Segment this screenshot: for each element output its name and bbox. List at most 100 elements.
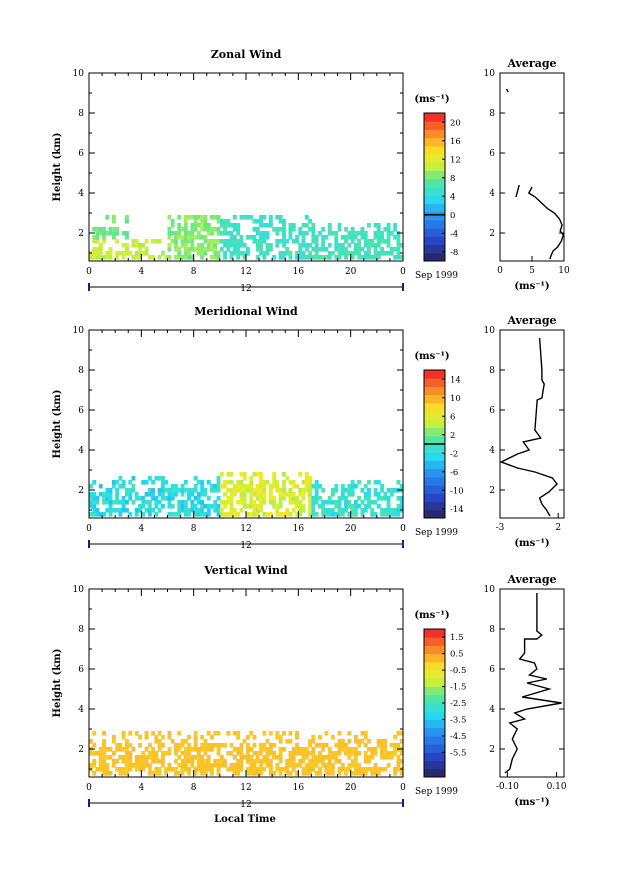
- heat-cell: [180, 239, 185, 244]
- average-x-tick-label: 10: [558, 266, 570, 276]
- heat-cell: [236, 480, 241, 485]
- heat-cell: [255, 227, 260, 232]
- heat-cell: [115, 239, 120, 244]
- heat-cell: [331, 251, 335, 256]
- heat-cell: [125, 231, 129, 236]
- heat-cell: [301, 223, 306, 228]
- heat-cell: [396, 504, 401, 509]
- heat-cell: [147, 512, 152, 517]
- heat-cell: [285, 251, 290, 256]
- heat-cell: [92, 496, 97, 501]
- colorbar-tick-label: 1.5: [450, 633, 464, 643]
- heat-cell: [344, 508, 348, 513]
- heat-cell: [111, 508, 116, 513]
- heat-cell: [282, 235, 286, 240]
- y-tick-label: 2: [78, 745, 84, 755]
- heat-cell: [102, 743, 106, 748]
- heat-cell: [105, 492, 110, 497]
- heat-cell: [108, 771, 113, 776]
- average-y-tick-label: 8: [489, 625, 495, 635]
- heat-cell: [350, 239, 355, 244]
- heat-cell: [187, 251, 191, 256]
- heat-cell: [259, 492, 263, 497]
- heat-cell: [255, 219, 260, 224]
- heat-cell: [363, 251, 368, 256]
- heat-cell: [219, 231, 224, 236]
- heat-cell: [144, 500, 149, 505]
- heat-cell: [275, 488, 280, 493]
- heat-cell: [386, 488, 391, 493]
- heat-cell: [187, 215, 191, 220]
- heat-cell: [206, 747, 211, 752]
- heat-cell: [187, 755, 191, 760]
- heat-cell: [255, 239, 260, 244]
- heatmap-field: [89, 731, 404, 776]
- heat-cell: [265, 480, 270, 485]
- heat-cell: [288, 739, 293, 744]
- heat-cell: [98, 231, 103, 236]
- heat-cell: [102, 500, 106, 505]
- heat-cell: [370, 767, 375, 772]
- heat-cell: [373, 492, 378, 497]
- heat-cell: [190, 239, 195, 244]
- heat-cell: [170, 739, 175, 744]
- heat-cell: [236, 512, 241, 517]
- heat-cell: [200, 247, 205, 252]
- heat-cell: [360, 247, 365, 252]
- heat-cell: [232, 247, 237, 252]
- heat-cell: [304, 767, 309, 772]
- heat-cell: [236, 239, 241, 244]
- heat-cell: [308, 227, 312, 232]
- heat-cell: [111, 484, 116, 489]
- heat-cell: [213, 215, 218, 220]
- heat-cell: [95, 500, 100, 505]
- heat-cell: [242, 488, 247, 493]
- heat-cell: [151, 771, 155, 776]
- heat-cell: [367, 747, 371, 752]
- heat-cell: [262, 215, 267, 220]
- heat-cell: [131, 763, 136, 768]
- heat-cell: [337, 731, 342, 736]
- heat-cell: [262, 484, 267, 489]
- heat-cell: [295, 255, 299, 260]
- heat-cell: [242, 492, 247, 497]
- heat-cell: [357, 251, 362, 256]
- heat-cell: [236, 731, 241, 736]
- heat-cell: [255, 767, 260, 772]
- heat-cell: [219, 223, 224, 228]
- heat-cell: [301, 504, 306, 509]
- heat-cell: [314, 239, 319, 244]
- heat-cell: [203, 239, 208, 244]
- heat-cell: [242, 504, 247, 509]
- heat-cell: [89, 512, 93, 517]
- heat-cell: [304, 751, 309, 756]
- heat-cell: [223, 484, 227, 489]
- heat-cell: [340, 492, 345, 497]
- heat-cell: [318, 504, 322, 509]
- heat-cell: [108, 504, 113, 509]
- heat-cell: [337, 743, 342, 748]
- colorbar-segment: [424, 509, 445, 519]
- heat-cell: [151, 759, 155, 764]
- heat-cell: [285, 767, 290, 772]
- heat-cell: [164, 488, 169, 493]
- heat-cell: [242, 500, 247, 505]
- heat-cell: [177, 763, 182, 768]
- heat-cell: [115, 767, 120, 772]
- heat-cell: [174, 488, 178, 493]
- heat-cell: [187, 743, 191, 748]
- average-title: Average: [506, 314, 556, 327]
- heat-cell: [353, 759, 358, 764]
- heat-cell: [327, 763, 332, 768]
- heat-cell: [353, 243, 358, 248]
- heat-cell: [265, 739, 270, 744]
- heat-cell: [255, 488, 260, 493]
- heat-cell: [376, 239, 381, 244]
- heat-cell: [278, 488, 283, 493]
- heat-cell: [170, 231, 175, 236]
- heat-cell: [393, 488, 398, 493]
- heat-cell: [295, 500, 299, 505]
- x-tick-label: 0: [400, 524, 406, 534]
